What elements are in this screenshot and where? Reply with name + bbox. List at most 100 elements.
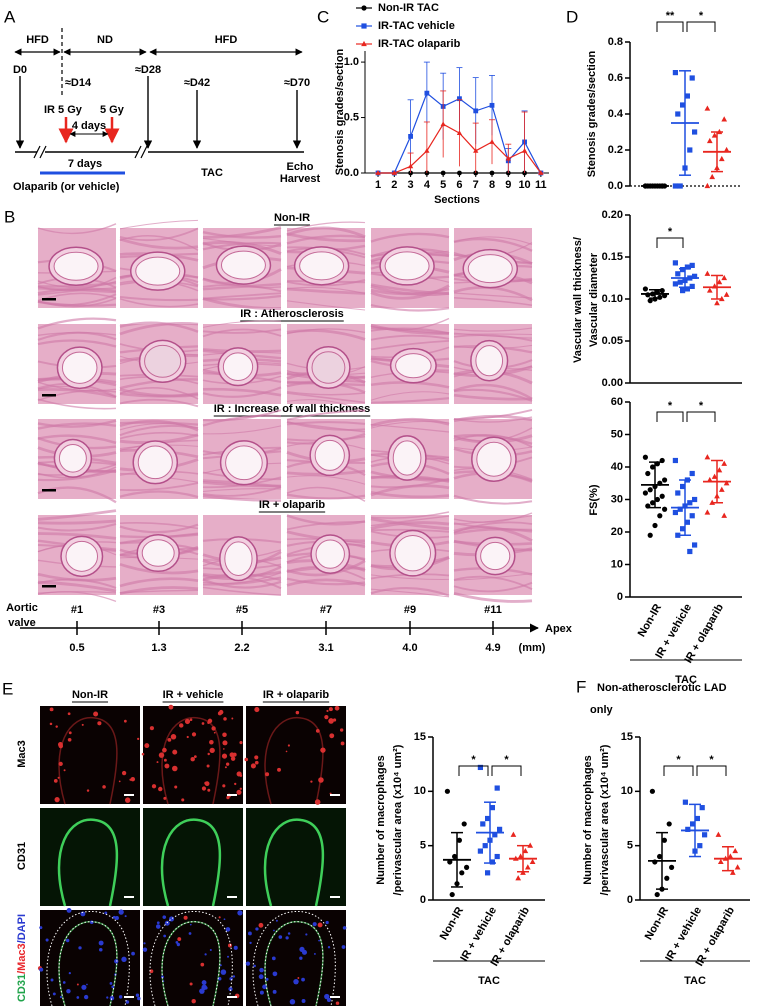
- start-label: valve: [8, 617, 36, 629]
- break-mark: [33, 145, 41, 159]
- fluorescence-image: [37, 908, 141, 1006]
- cell: [259, 967, 264, 973]
- point: [715, 831, 722, 837]
- significance-label: *: [699, 10, 704, 22]
- cell: [57, 776, 60, 779]
- start-label: Aortic: [6, 602, 38, 614]
- cell: [324, 993, 330, 1000]
- cell: [295, 710, 300, 715]
- cell: [125, 1000, 130, 1004]
- ir-label: 5 Gy: [100, 104, 125, 116]
- point: [489, 139, 495, 144]
- cell: [54, 797, 60, 803]
- cell: [39, 926, 43, 930]
- vessel-lumen: [225, 445, 263, 481]
- fluorescence-image: [245, 910, 347, 1006]
- cell: [50, 978, 54, 982]
- point: [721, 274, 728, 281]
- y-tick-label: 40: [611, 461, 623, 473]
- fiber: [453, 512, 533, 523]
- fluorescence-image: [142, 910, 243, 1006]
- fiber: [370, 334, 450, 341]
- cell: [231, 717, 234, 720]
- fiber: [202, 425, 282, 435]
- histology-image: [286, 221, 366, 311]
- x-tick-label: 2: [391, 179, 397, 191]
- cell: [121, 770, 127, 776]
- point: [704, 509, 711, 515]
- fiber: [286, 221, 366, 232]
- cell: [299, 956, 303, 960]
- point: [672, 509, 678, 516]
- cell: [112, 915, 116, 919]
- point: [672, 70, 678, 76]
- fiber: [370, 521, 450, 530]
- point: [449, 891, 455, 898]
- significance-bracket: [686, 21, 716, 32]
- fluorescence-image: [246, 808, 346, 907]
- point: [408, 134, 413, 139]
- point: [682, 799, 688, 805]
- category-label: Non-IR: [438, 905, 466, 942]
- y-axis-label: /perivascular area (x10⁴ um²): [599, 744, 611, 895]
- significance-bracket: [696, 765, 727, 776]
- cell: [80, 911, 86, 917]
- point: [662, 477, 668, 483]
- y-tick-label: 0.15: [602, 251, 623, 263]
- cell: [209, 948, 212, 951]
- cell: [225, 927, 231, 932]
- vessel-lumen: [137, 445, 173, 480]
- scale-bar: [227, 794, 237, 796]
- fiber: [119, 219, 199, 230]
- distance-label: 2.2: [234, 642, 249, 654]
- histology-image: [370, 317, 450, 404]
- cell: [189, 982, 193, 986]
- day-label: ≈D14: [65, 77, 92, 89]
- fluorescence-image: [40, 808, 140, 907]
- cell: [265, 772, 270, 777]
- point: [697, 843, 703, 849]
- cell: [163, 934, 167, 938]
- fiber: [37, 422, 117, 430]
- cell: [144, 743, 150, 749]
- vessel-lumen: [476, 441, 512, 477]
- fiber: [202, 576, 282, 586]
- point: [692, 496, 698, 503]
- cell: [233, 945, 238, 950]
- cell: [223, 918, 226, 921]
- fiber: [202, 386, 282, 398]
- point: [661, 837, 668, 843]
- point: [711, 473, 718, 479]
- cell: [86, 789, 90, 792]
- fiber: [370, 574, 450, 580]
- fiber: [453, 327, 533, 332]
- point: [680, 267, 686, 273]
- point: [515, 875, 522, 881]
- cell: [206, 764, 210, 768]
- vessel: [263, 818, 325, 907]
- point: [672, 183, 678, 189]
- cell: [278, 935, 283, 939]
- y-tick-label: 20: [611, 526, 623, 538]
- point: [444, 788, 450, 794]
- vessel-lumen: [141, 539, 175, 567]
- y-axis-label: Stenosis grades/section: [334, 48, 346, 175]
- point: [647, 487, 653, 493]
- fiber: [119, 490, 199, 499]
- cell: [158, 752, 165, 758]
- fiber: [286, 578, 366, 587]
- background: [143, 706, 243, 804]
- cell: [225, 762, 230, 766]
- fiber: [37, 419, 117, 428]
- cell: [201, 722, 205, 725]
- fiber: [37, 297, 117, 308]
- cell: [181, 798, 185, 802]
- vessel-lumen: [220, 250, 266, 280]
- cell: [93, 711, 99, 717]
- scale-bar: [330, 996, 340, 998]
- cell: [271, 956, 276, 961]
- row-label: CD31: [16, 842, 28, 870]
- point: [694, 815, 700, 822]
- histology-image: [453, 324, 533, 404]
- fiber: [286, 287, 366, 295]
